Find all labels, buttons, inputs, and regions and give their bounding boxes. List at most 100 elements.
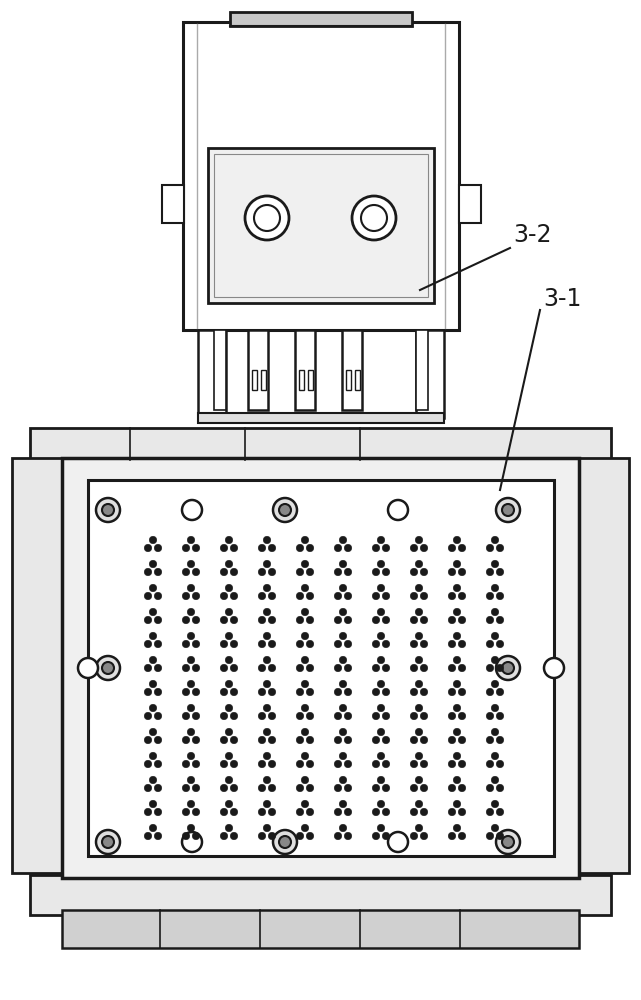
Circle shape <box>301 560 309 568</box>
Circle shape <box>245 196 289 240</box>
Circle shape <box>221 616 228 624</box>
Circle shape <box>420 544 428 552</box>
Circle shape <box>154 832 162 840</box>
Circle shape <box>263 800 271 808</box>
Circle shape <box>339 704 347 712</box>
Circle shape <box>544 658 564 678</box>
Circle shape <box>263 704 271 712</box>
Bar <box>62 910 579 948</box>
Circle shape <box>334 712 342 720</box>
Circle shape <box>301 632 309 640</box>
Bar <box>208 148 434 303</box>
Circle shape <box>491 536 499 544</box>
Circle shape <box>453 824 461 832</box>
Circle shape <box>448 664 456 672</box>
Circle shape <box>334 688 342 696</box>
Circle shape <box>388 500 408 520</box>
Circle shape <box>154 664 162 672</box>
Circle shape <box>268 640 276 648</box>
Bar <box>252 370 257 390</box>
Circle shape <box>192 784 200 792</box>
Bar <box>62 458 579 878</box>
Circle shape <box>263 680 271 688</box>
Circle shape <box>273 498 297 522</box>
Circle shape <box>496 736 504 744</box>
Circle shape <box>144 544 152 552</box>
Circle shape <box>301 536 309 544</box>
Circle shape <box>453 776 461 784</box>
Circle shape <box>410 688 418 696</box>
Circle shape <box>273 830 297 854</box>
Circle shape <box>458 832 466 840</box>
Circle shape <box>306 712 314 720</box>
Bar <box>459 185 481 223</box>
Circle shape <box>344 784 352 792</box>
Circle shape <box>263 584 271 592</box>
Circle shape <box>377 752 385 760</box>
Circle shape <box>154 784 162 792</box>
Circle shape <box>258 784 266 792</box>
Circle shape <box>225 680 233 688</box>
Circle shape <box>487 592 494 600</box>
Circle shape <box>382 640 390 648</box>
Bar <box>416 330 428 410</box>
Circle shape <box>496 760 504 768</box>
Circle shape <box>344 568 352 576</box>
Circle shape <box>192 664 200 672</box>
Circle shape <box>263 632 271 640</box>
Circle shape <box>491 680 499 688</box>
Circle shape <box>339 824 347 832</box>
Circle shape <box>230 712 238 720</box>
Circle shape <box>149 776 157 784</box>
Circle shape <box>258 592 266 600</box>
Circle shape <box>487 712 494 720</box>
Circle shape <box>339 584 347 592</box>
Circle shape <box>491 632 499 640</box>
Circle shape <box>372 832 380 840</box>
Circle shape <box>334 544 342 552</box>
Circle shape <box>258 736 266 744</box>
Circle shape <box>78 658 98 678</box>
Circle shape <box>225 824 233 832</box>
Circle shape <box>453 536 461 544</box>
Circle shape <box>372 760 380 768</box>
Circle shape <box>182 736 190 744</box>
Circle shape <box>491 656 499 664</box>
Circle shape <box>496 592 504 600</box>
Circle shape <box>230 592 238 600</box>
Circle shape <box>230 832 238 840</box>
Circle shape <box>372 592 380 600</box>
Circle shape <box>491 776 499 784</box>
Circle shape <box>258 808 266 816</box>
Bar <box>355 370 360 390</box>
Circle shape <box>344 760 352 768</box>
Circle shape <box>154 616 162 624</box>
Circle shape <box>182 712 190 720</box>
Circle shape <box>334 808 342 816</box>
Circle shape <box>410 712 418 720</box>
Circle shape <box>372 568 380 576</box>
Circle shape <box>415 800 423 808</box>
Circle shape <box>487 760 494 768</box>
Circle shape <box>154 760 162 768</box>
Circle shape <box>154 568 162 576</box>
Circle shape <box>225 704 233 712</box>
Text: 3-1: 3-1 <box>543 287 581 311</box>
Circle shape <box>301 824 309 832</box>
Circle shape <box>306 664 314 672</box>
Circle shape <box>306 616 314 624</box>
Circle shape <box>453 680 461 688</box>
Circle shape <box>144 640 152 648</box>
Circle shape <box>221 832 228 840</box>
Circle shape <box>230 640 238 648</box>
Circle shape <box>377 560 385 568</box>
Circle shape <box>415 584 423 592</box>
Circle shape <box>192 592 200 600</box>
Circle shape <box>382 832 390 840</box>
Circle shape <box>453 560 461 568</box>
Circle shape <box>182 568 190 576</box>
Circle shape <box>182 544 190 552</box>
Circle shape <box>149 728 157 736</box>
Circle shape <box>448 832 456 840</box>
Circle shape <box>339 560 347 568</box>
